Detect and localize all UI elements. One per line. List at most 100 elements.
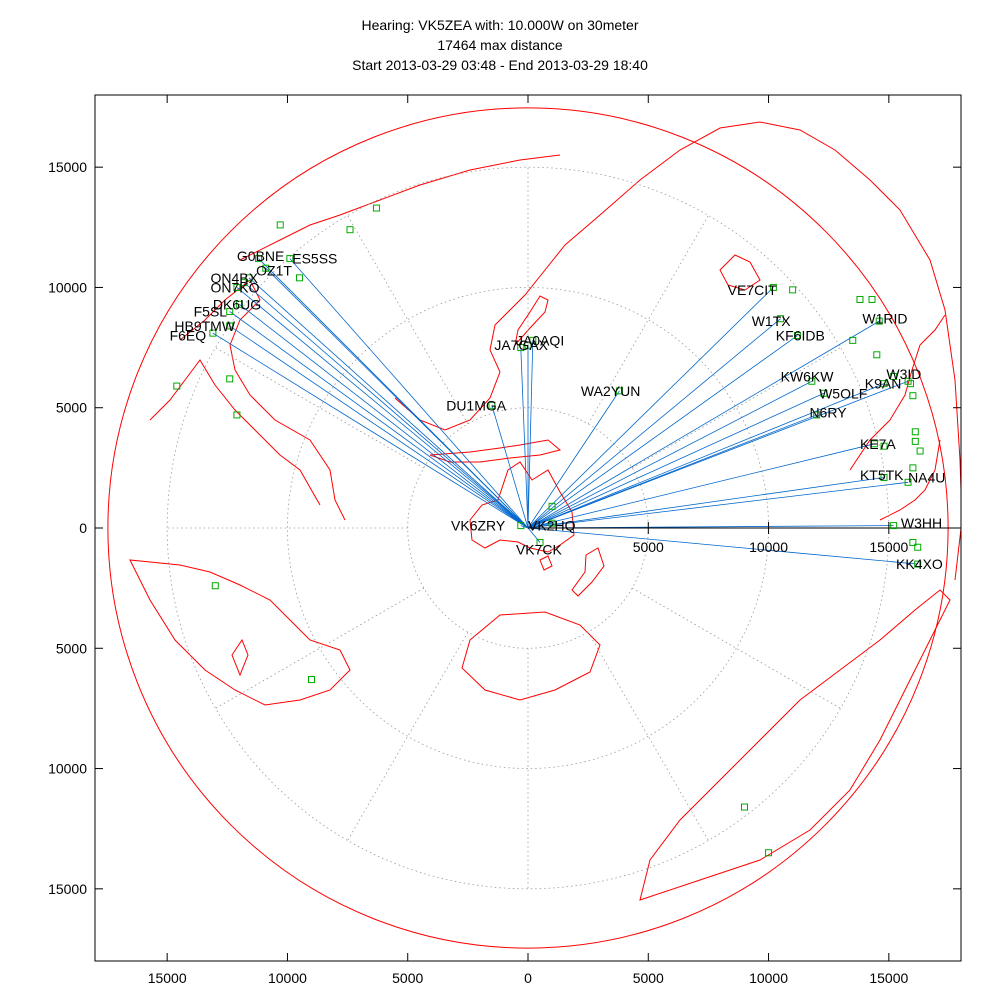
station-label-es5ss: ES5SS	[292, 251, 337, 267]
y-tick-label: 15000	[48, 881, 87, 897]
station-label-ja0aqi: JA0AQI	[516, 332, 564, 348]
path-kf6idb	[527, 335, 798, 529]
coastline-segment	[469, 461, 575, 553]
path-es5s	[289, 258, 529, 529]
station-label-n6ry: N6RY	[809, 405, 847, 421]
path-oz1t	[265, 267, 529, 529]
station-marker-es5s	[286, 255, 294, 263]
station-label-ja7gax: JA7GAX	[494, 337, 548, 353]
path-kw6kw	[527, 380, 813, 529]
coastline-segment	[539, 555, 553, 571]
station-marker	[741, 803, 748, 811]
station-marker-na4u	[904, 478, 912, 486]
y-tick-label: 5000	[56, 640, 87, 656]
x-tick-label: 0	[524, 970, 532, 986]
station-marker-w3hh	[890, 522, 898, 530]
station-marker	[911, 437, 919, 445]
station-label-on7ko: ON7KO	[210, 279, 259, 295]
station-marker-on4bx	[245, 274, 253, 282]
station-markers	[173, 204, 924, 857]
path-ja0aqi	[527, 340, 534, 529]
station-marker	[873, 351, 881, 359]
station-marker-w1rid	[875, 317, 883, 325]
station-marker-kt5tk	[880, 473, 888, 481]
inner-tick-label: 5000	[633, 539, 664, 555]
station-label-w5olf: W5OLF	[819, 385, 867, 401]
station-label-f6eq: F6EQ	[170, 328, 207, 344]
station-label-oz1t: OZ1T	[256, 263, 292, 279]
radial-spoke	[215, 347, 425, 469]
station-marker-pa0	[240, 279, 248, 287]
coastline-segment	[639, 589, 951, 901]
path-on7ko	[236, 287, 529, 529]
path-kt5tk	[527, 477, 885, 529]
path-vk2hq	[527, 522, 553, 529]
y-tick-label: 0	[79, 520, 87, 536]
path-du1mga	[491, 405, 529, 529]
station-marker	[765, 849, 773, 857]
station-label-kk4xo: KK4XO	[896, 556, 943, 572]
station-marker-n6ry	[813, 411, 821, 419]
station-marker	[856, 295, 864, 303]
station-marker	[233, 411, 241, 419]
station-marker-w5olf	[820, 389, 828, 397]
path-ke7a	[527, 443, 875, 529]
coastline-segment	[879, 439, 941, 521]
station-marker	[308, 676, 315, 684]
station-marker	[906, 380, 914, 388]
x-tick-label: 5000	[392, 970, 423, 986]
station-label-w3hh: W3HH	[901, 515, 942, 531]
x-tick-label: 15000	[869, 970, 908, 986]
station-marker-w1tx	[777, 315, 785, 323]
station-marker	[911, 428, 919, 436]
station-marker	[226, 375, 234, 383]
path-vk6zry	[520, 525, 529, 529]
station-marker-vk6zry	[517, 522, 525, 530]
station-marker-f6eq	[209, 329, 217, 337]
x-tick-label: 5000	[633, 970, 664, 986]
station-labels: G0BNE ES5SSOZ1TON4BXON7KODK6UGF5SLHB9TMWF…	[170, 248, 946, 572]
path-f5sl	[229, 311, 529, 529]
station-marker-k9an	[880, 380, 888, 388]
station-marker-oz1t	[262, 264, 270, 272]
title-line-3: Start 2013-03-29 03:48 - End 2013-03-29 …	[352, 57, 648, 73]
station-label-na4u: NA4U	[908, 469, 945, 485]
station-label-kw6kw: KW6KW	[781, 368, 835, 384]
station-marker-kw6kw	[808, 377, 816, 385]
station-marker	[909, 392, 917, 400]
path-kk4xo	[527, 527, 918, 565]
station-marker-ke7a	[870, 440, 878, 448]
station-label-k9an: K9AN	[865, 376, 902, 392]
path-hb9tmw	[229, 325, 529, 529]
station-marker-ja7gax	[524, 341, 532, 349]
path-vk7ck	[527, 527, 541, 543]
coastline-segment	[149, 359, 321, 506]
station-marker-kk4xo	[914, 560, 922, 568]
inner-tick-label: 15000	[869, 539, 908, 555]
station-label-ve7cit: VE7CIT	[728, 282, 777, 298]
radial-spoke	[347, 215, 469, 425]
coastline-segment	[231, 638, 249, 677]
coastline-segment	[514, 295, 549, 347]
station-label-ke7a: KE7A	[860, 436, 896, 452]
path-dk6ug	[239, 303, 529, 529]
station-marker-w3id	[904, 377, 912, 385]
station-marker	[914, 543, 922, 551]
station-label-f5sl: F5SL	[194, 304, 228, 320]
path-wa2yun	[527, 390, 620, 529]
coastline-segment	[719, 254, 761, 291]
station-marker-ja0aqi	[529, 336, 537, 344]
path-w1rid	[527, 320, 880, 529]
station-marker-g0bne	[255, 255, 263, 263]
station-label-hb9tmw: HB9TMW	[174, 318, 235, 334]
path-ve7cit	[527, 287, 774, 529]
path-f6eq	[212, 332, 529, 529]
station-label-w3id: W3ID	[886, 366, 921, 382]
station-label-wa2yun: WA2YUN	[581, 383, 640, 399]
station-marker-f5sl	[226, 308, 234, 315]
path-jh8rc	[520, 347, 529, 529]
y-tick-label: 10000	[48, 761, 87, 777]
station-label-vk2hq: VK2HQ	[528, 518, 576, 534]
station-marker	[890, 372, 898, 380]
coastline-segment	[429, 439, 562, 463]
